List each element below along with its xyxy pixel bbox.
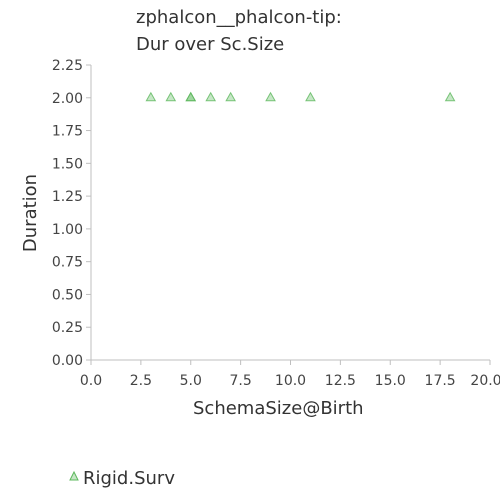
x-tick-label: 10.0: [275, 373, 306, 389]
data-point: [185, 91, 197, 102]
data-point: [165, 91, 177, 102]
x-tick-label: 12.5: [325, 373, 356, 389]
x-axis-label: SchemaSize@Birth: [193, 398, 364, 419]
x-tick-label: 0.0: [80, 373, 102, 389]
x-tick-label: 5.0: [180, 373, 202, 389]
x-tick-label: 15.0: [375, 373, 406, 389]
y-tick-label: 1.25: [52, 189, 83, 205]
chart-title-line-1: zphalcon__phalcon-tip:: [136, 7, 342, 28]
x-tick-label: 7.5: [229, 373, 251, 389]
axes: [90, 65, 490, 361]
data-point: [265, 91, 276, 102]
y-tick-label: 2.25: [52, 58, 83, 74]
data-point: [225, 91, 237, 102]
data-point: [205, 91, 217, 102]
legend-label-rigid-surv: Rigid.Surv: [83, 468, 175, 489]
y-axis-ticks: 0.00 0.25 0.50 0.75 1.00 1.25 1.50 1.75 2.00 2.25: [52, 58, 91, 369]
y-tick-label: 0.25: [52, 320, 83, 336]
y-axis-label: Duration: [20, 174, 41, 252]
x-axis-ticks: 0.0 2.5 5.0 7.5 10.0 12.5 15.0 17.5 20.0: [80, 360, 500, 389]
data-points: [145, 91, 456, 102]
y-tick-label: 0.50: [52, 287, 83, 303]
y-tick-label: 0.75: [52, 255, 83, 271]
data-point: [145, 91, 157, 102]
y-tick-label: 1.00: [52, 222, 83, 238]
chart-title: zphalcon__phalcon-tip: Dur over Sc.Size: [136, 7, 342, 55]
legend-marker-rigid-surv: [69, 470, 79, 481]
legend: Rigid.Surv: [69, 468, 175, 489]
y-tick-label: 2.00: [52, 91, 83, 107]
data-point: [305, 91, 316, 102]
x-tick-label: 17.5: [425, 373, 456, 389]
data-point: [444, 91, 456, 102]
x-tick-label: 2.5: [130, 373, 152, 389]
x-tick-label: 20.0: [470, 373, 500, 389]
y-tick-label: 1.75: [52, 124, 83, 140]
chart-title-line-2: Dur over Sc.Size: [136, 34, 284, 55]
y-tick-label: 1.50: [52, 156, 83, 172]
y-tick-label: 0.00: [52, 353, 83, 369]
